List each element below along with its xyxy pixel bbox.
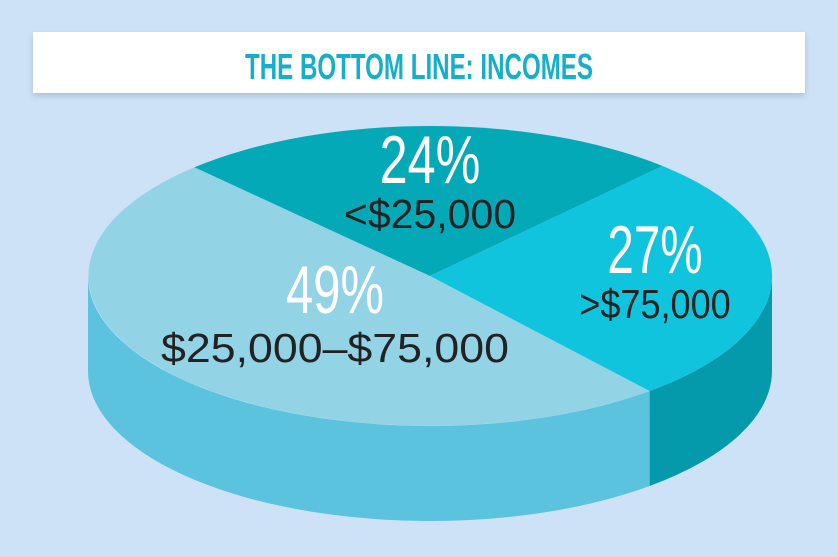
svg-text:<$25,000: <$25,000: [344, 191, 516, 237]
svg-text:27%: 27%: [607, 213, 702, 288]
svg-text:>$75,000: >$75,000: [579, 282, 730, 328]
svg-text:49%: 49%: [286, 251, 384, 328]
svg-text:$25,000–$75,000: $25,000–$75,000: [161, 326, 509, 372]
svg-text:24%: 24%: [380, 122, 481, 198]
